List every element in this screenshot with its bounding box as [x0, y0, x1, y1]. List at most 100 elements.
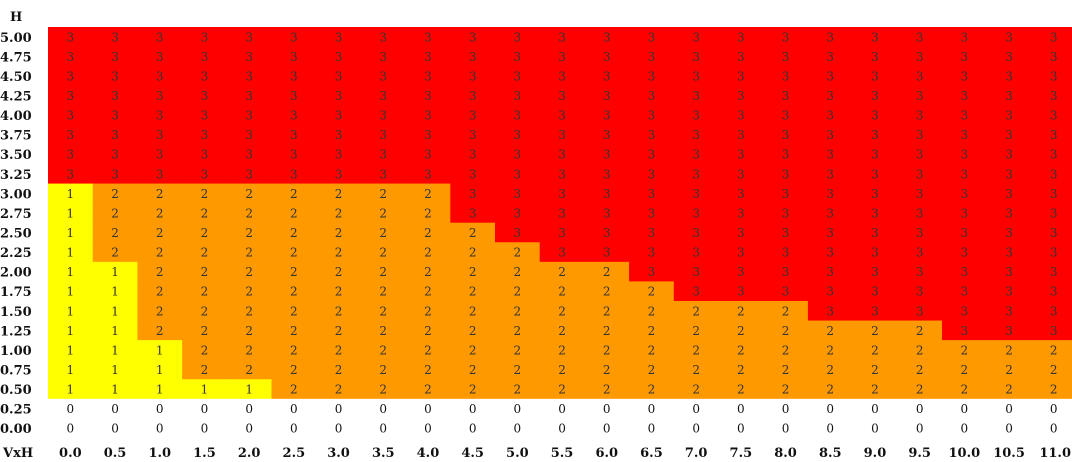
cell-value: 3	[826, 265, 834, 279]
heatmap-cell	[226, 242, 273, 263]
cell-value: 2	[469, 246, 477, 260]
heatmap-cell	[495, 379, 541, 400]
heatmap-cell	[495, 163, 541, 185]
heatmap-cell	[942, 320, 988, 341]
heatmap-cell	[584, 300, 630, 322]
cell-value: 3	[782, 30, 790, 44]
heatmap-cell	[1031, 418, 1072, 439]
heatmap-cell	[182, 124, 228, 146]
heatmap-cell	[226, 222, 273, 243]
heatmap-cell	[226, 418, 273, 439]
heatmap-cell	[450, 163, 496, 185]
cell-value: 3	[916, 167, 924, 181]
heatmap-cell	[226, 183, 273, 204]
heatmap-cell	[48, 46, 94, 67]
cell-value: 3	[156, 69, 164, 83]
heatmap-cell	[360, 124, 407, 146]
heatmap-cell	[807, 105, 854, 126]
heatmap-cell	[316, 163, 362, 185]
heatmap-cell	[316, 105, 362, 126]
heatmap-cell	[986, 398, 1032, 419]
cell-value: 3	[826, 30, 834, 44]
cell-value: 3	[648, 69, 656, 83]
heatmap-cell	[942, 340, 988, 361]
heatmap-cell	[718, 66, 764, 87]
cell-value: 2	[290, 206, 298, 220]
cell-value: 0	[916, 402, 924, 416]
heatmap-cell	[986, 281, 1032, 302]
heatmap-cell	[942, 66, 988, 87]
x-tick-label: 11.0	[1039, 446, 1071, 461]
heatmap-cell	[48, 203, 94, 224]
cell-value: 3	[961, 246, 969, 260]
cell-value: 3	[603, 109, 611, 123]
y-tick-label: 3.50	[0, 148, 32, 163]
cell-value: 2	[424, 324, 432, 338]
cell-value: 2	[201, 363, 209, 377]
cell-value: 3	[961, 206, 969, 220]
cell-value: 3	[1050, 69, 1058, 83]
cell-value: 2	[379, 187, 387, 201]
heatmap-cell	[360, 46, 407, 67]
heatmap-cell	[137, 85, 183, 106]
heatmap-cell	[942, 46, 988, 67]
heatmap-cell	[718, 261, 764, 283]
heatmap-cell	[92, 359, 138, 380]
y-tick-label: 2.75	[0, 207, 32, 222]
heatmap-cell	[137, 340, 183, 361]
cell-value: 3	[916, 109, 924, 123]
cell-value: 3	[469, 167, 477, 181]
cell-value: 3	[1050, 128, 1058, 142]
cell-value: 1	[67, 304, 75, 318]
cell-value: 3	[379, 109, 387, 123]
cell-value: 2	[871, 343, 879, 357]
heatmap-cell	[495, 183, 541, 204]
heatmap-cell	[182, 281, 228, 302]
heatmap-cell	[405, 418, 451, 439]
heatmap-cell	[495, 222, 541, 243]
heatmap-cell	[584, 222, 630, 243]
heatmap-cell	[852, 398, 898, 419]
heatmap-cell	[763, 418, 809, 439]
cell-value: 2	[469, 363, 477, 377]
cell-value: 0	[514, 422, 522, 436]
cell-value: 3	[156, 128, 164, 142]
cell-value: 2	[737, 324, 745, 338]
heatmap-cell	[807, 320, 854, 341]
cell-value: 2	[290, 383, 298, 397]
cell-value: 2	[379, 246, 387, 260]
heatmap-cell	[450, 46, 496, 67]
heatmap-cell	[316, 124, 362, 146]
cell-value: 3	[424, 128, 432, 142]
cell-value: 2	[290, 246, 298, 260]
heatmap-cell	[897, 85, 943, 106]
cell-value: 2	[558, 383, 566, 397]
cell-value: 3	[469, 187, 477, 201]
heatmap-cell	[763, 144, 809, 165]
cell-value: 3	[603, 187, 611, 201]
heatmap-cell	[807, 261, 854, 283]
heatmap-cell	[1031, 46, 1072, 67]
heatmap-cell	[584, 418, 630, 439]
cell-value: 2	[379, 383, 387, 397]
cell-value: 2	[335, 206, 343, 220]
heatmap-cell	[226, 66, 273, 87]
cell-value: 2	[648, 383, 656, 397]
cell-value: 1	[111, 343, 119, 357]
cell-value: 2	[648, 343, 656, 357]
cell-value: 0	[782, 422, 790, 436]
cell-value: 3	[826, 167, 834, 181]
heatmap-cell	[450, 105, 496, 126]
cell-value: 3	[916, 304, 924, 318]
cell-value: 3	[782, 109, 790, 123]
heatmap-cell	[852, 144, 898, 165]
cell-value: 2	[961, 343, 969, 357]
cell-value: 3	[1050, 226, 1058, 240]
y-tick-label: 1.25	[0, 324, 32, 339]
cell-value: 3	[826, 109, 834, 123]
cell-value: 2	[648, 363, 656, 377]
heatmap-cell	[271, 340, 317, 361]
heatmap-cell	[405, 281, 451, 302]
heatmap-cell	[48, 105, 94, 126]
